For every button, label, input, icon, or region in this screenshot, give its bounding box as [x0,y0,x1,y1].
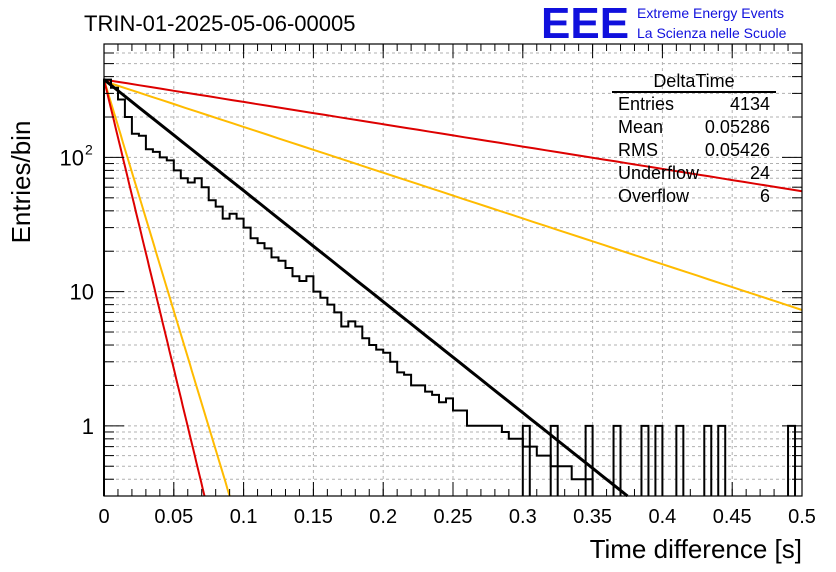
stat-value: 0.05426 [705,140,770,160]
fit-band-band-outer-shallow [103,80,803,311]
histogram-bin [612,424,622,496]
fit-band-band-inner-shallow [103,78,803,193]
stat-label: Entries [618,94,674,114]
x-tick-label: 0.3 [509,506,537,528]
fit-bands [103,78,803,497]
fit-line-group [103,78,629,498]
grid [104,43,802,497]
x-tick-label: 0.05 [154,506,193,528]
histogram-bin [549,424,559,496]
x-tick-label: 0.1 [230,506,258,528]
histogram-outline [103,78,594,496]
axis-ticks [103,43,803,497]
fit-band-band-inner-steep [103,79,206,497]
stat-label: RMS [618,140,658,160]
histogram-bin [675,424,685,496]
stat-value: 24 [750,163,770,183]
stats-box: DeltaTime Entries 4134 Mean 0.05286 RMS 0.054… [612,71,776,206]
logo-subtitle-1: Extreme Energy Events [637,5,784,21]
y-tick-label: 1 [82,414,94,439]
histogram-bin [787,424,797,496]
x-tick-label: 0.45 [713,506,752,528]
y-tick-label: 10 [70,280,94,305]
logo-subtitle-2: La Scienza nelle Scuole [637,25,787,41]
stats-rows: Entries 4134 Mean 0.05286 RMS 0.05426Underflo… [618,94,770,206]
stat-value: 4134 [730,94,770,114]
x-tick-label: 0.25 [434,506,473,528]
stat-value: 6 [760,186,770,206]
histogram [103,78,797,496]
histogram-bin [654,424,664,496]
x-tick-label: 0 [98,506,109,528]
x-tick-label: 0.5 [788,506,816,528]
histogram-bin [584,424,594,496]
stat-value: 0.05286 [705,117,770,137]
x-axis-title: Time difference [s] [590,534,802,564]
fit-band-band-outer-steep [103,79,231,497]
x-tick-label: 0.4 [648,506,676,528]
plot-frame [103,43,803,497]
x-tick-label: 0.2 [369,506,397,528]
stat-label: Overflow [618,186,690,206]
stat-label: Mean [618,117,663,137]
y-tick-exponent: 2 [85,141,93,157]
histogram-bin [640,424,650,496]
eee-logo: EEE [541,0,629,48]
histogram-bin [717,424,727,496]
axis-tick-labels: 0 0.05 0.1 0.15 0.2 0.25 0.3 0.35 0.4 0.45 0.5 1 10 1… [60,141,816,528]
y-tick-label: 10 [60,145,84,170]
stats-title: DeltaTime [653,71,734,91]
fit-line [103,78,629,498]
histogram-bin [703,424,713,496]
y-axis-title: Entries/bin [6,121,36,244]
x-tick-label: 0.35 [573,506,612,528]
run-title: TRIN-01-2025-05-06-00005 [84,11,356,36]
histogram-bin [521,424,531,496]
x-tick-label: 0.15 [294,506,333,528]
stat-label: Underflow [618,163,700,183]
